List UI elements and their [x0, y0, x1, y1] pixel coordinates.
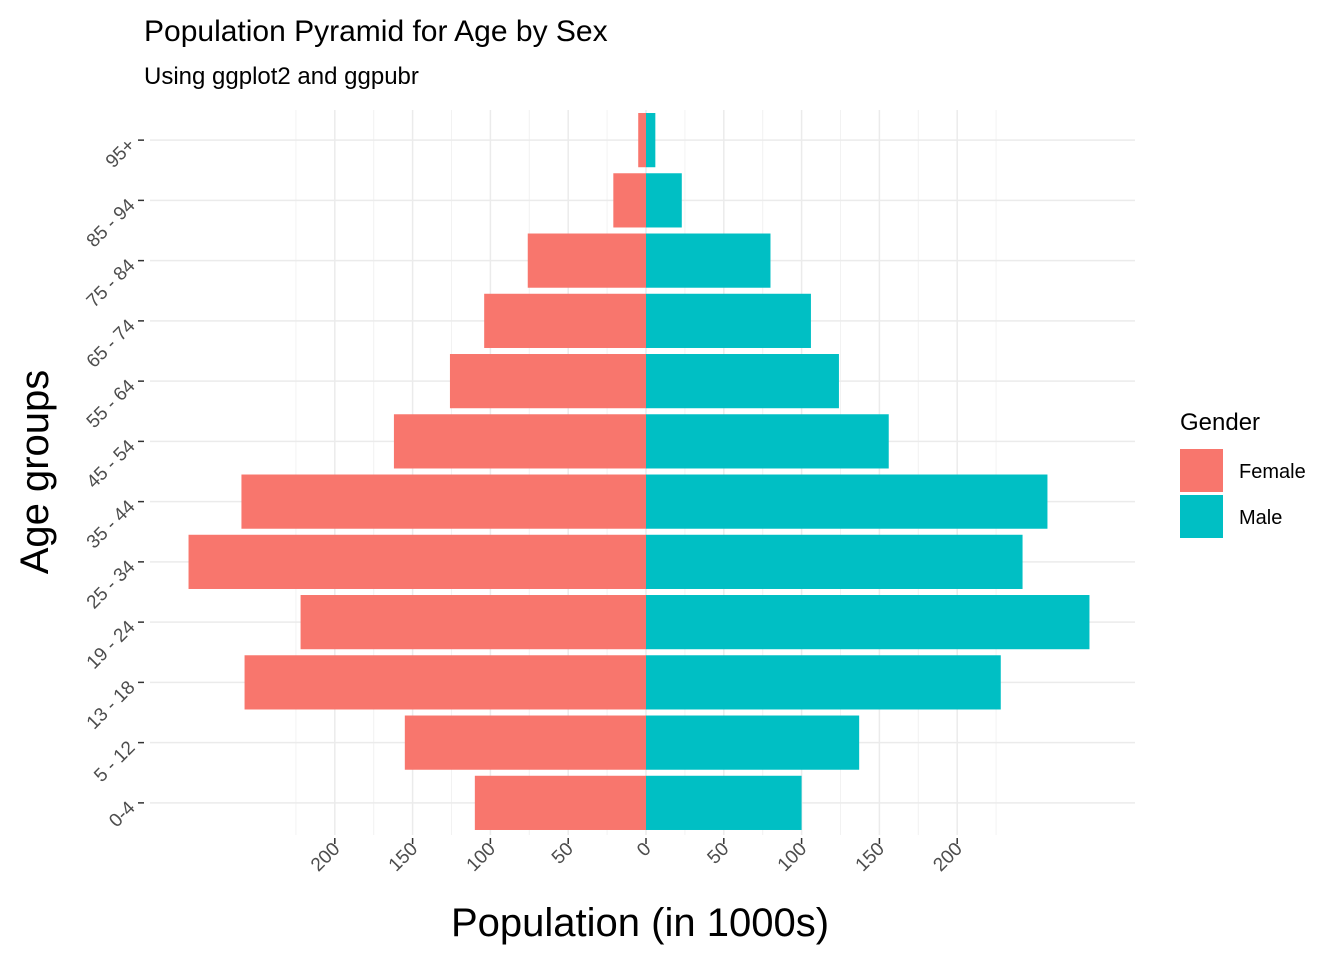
y-tick-label: 45 - 54	[83, 436, 140, 493]
y-tick-label: 35 - 44	[83, 496, 140, 553]
bar-female-5	[241, 474, 646, 529]
bar-female-0	[474, 775, 646, 830]
x-tick-label: 150	[852, 839, 889, 876]
bar-female-6	[393, 414, 646, 469]
bar-male-11	[646, 113, 656, 168]
legend-title: Gender	[1180, 409, 1260, 436]
bar-male-0	[646, 775, 802, 830]
bar-male-6	[646, 414, 889, 469]
bar-male-5	[646, 474, 1048, 529]
legend: Gender Female Male	[1180, 409, 1306, 538]
bar-female-11	[638, 113, 646, 168]
x-axis: 200 150 100 50 0 50 100 150 200	[307, 838, 967, 876]
bar-male-8	[646, 293, 811, 348]
y-axis-title: Age groups	[13, 370, 57, 575]
x-tick-label: 100	[463, 839, 500, 876]
y-tick-label: 13 - 18	[83, 677, 140, 734]
x-tick-label: 0	[633, 839, 655, 861]
y-tick-label: 85 - 94	[83, 195, 140, 252]
legend-label-female: Female	[1239, 461, 1306, 483]
y-tick-label: 75 - 84	[83, 255, 140, 312]
legend-label-male: Male	[1239, 507, 1282, 529]
bar-female-4	[188, 534, 646, 589]
bar-female-8	[484, 293, 646, 348]
y-tick-label: 95+	[102, 135, 140, 173]
bar-male-4	[646, 534, 1023, 589]
x-tick-label: 150	[385, 839, 422, 876]
legend-key-female	[1180, 449, 1223, 492]
bar-female-9	[527, 233, 646, 288]
y-tick-label: 19 - 24	[83, 617, 140, 674]
x-tick-label: 50	[548, 839, 578, 869]
bar-female-2	[244, 655, 646, 710]
bar-male-3	[646, 595, 1090, 650]
bar-female-3	[300, 595, 646, 650]
x-axis-title: Population (in 1000s)	[451, 901, 829, 945]
x-tick-label: 100	[774, 839, 811, 876]
chart-title: Population Pyramid for Age by Sex	[144, 15, 608, 48]
bar-female-10	[613, 173, 646, 228]
chart-subtitle: Using ggplot2 and ggpubr	[144, 63, 419, 90]
bar-male-9	[646, 233, 771, 288]
bar-male-1	[646, 715, 860, 770]
bar-female-1	[404, 715, 646, 770]
y-tick-label: 0-4	[105, 797, 140, 832]
x-tick-label: 50	[704, 839, 734, 869]
x-tick-label: 200	[307, 839, 344, 876]
bars-layer	[188, 113, 1090, 830]
y-tick-label: 5 - 12	[90, 737, 139, 786]
bar-female-7	[449, 354, 646, 409]
y-tick-label: 65 - 74	[83, 315, 140, 372]
legend-key-male	[1180, 495, 1223, 538]
y-tick-label: 25 - 34	[83, 556, 140, 613]
bar-male-7	[646, 354, 839, 409]
bar-male-2	[646, 655, 1001, 710]
y-tick-label: 55 - 64	[83, 376, 140, 433]
x-tick-label: 200	[929, 839, 966, 876]
bar-male-10	[646, 173, 682, 228]
